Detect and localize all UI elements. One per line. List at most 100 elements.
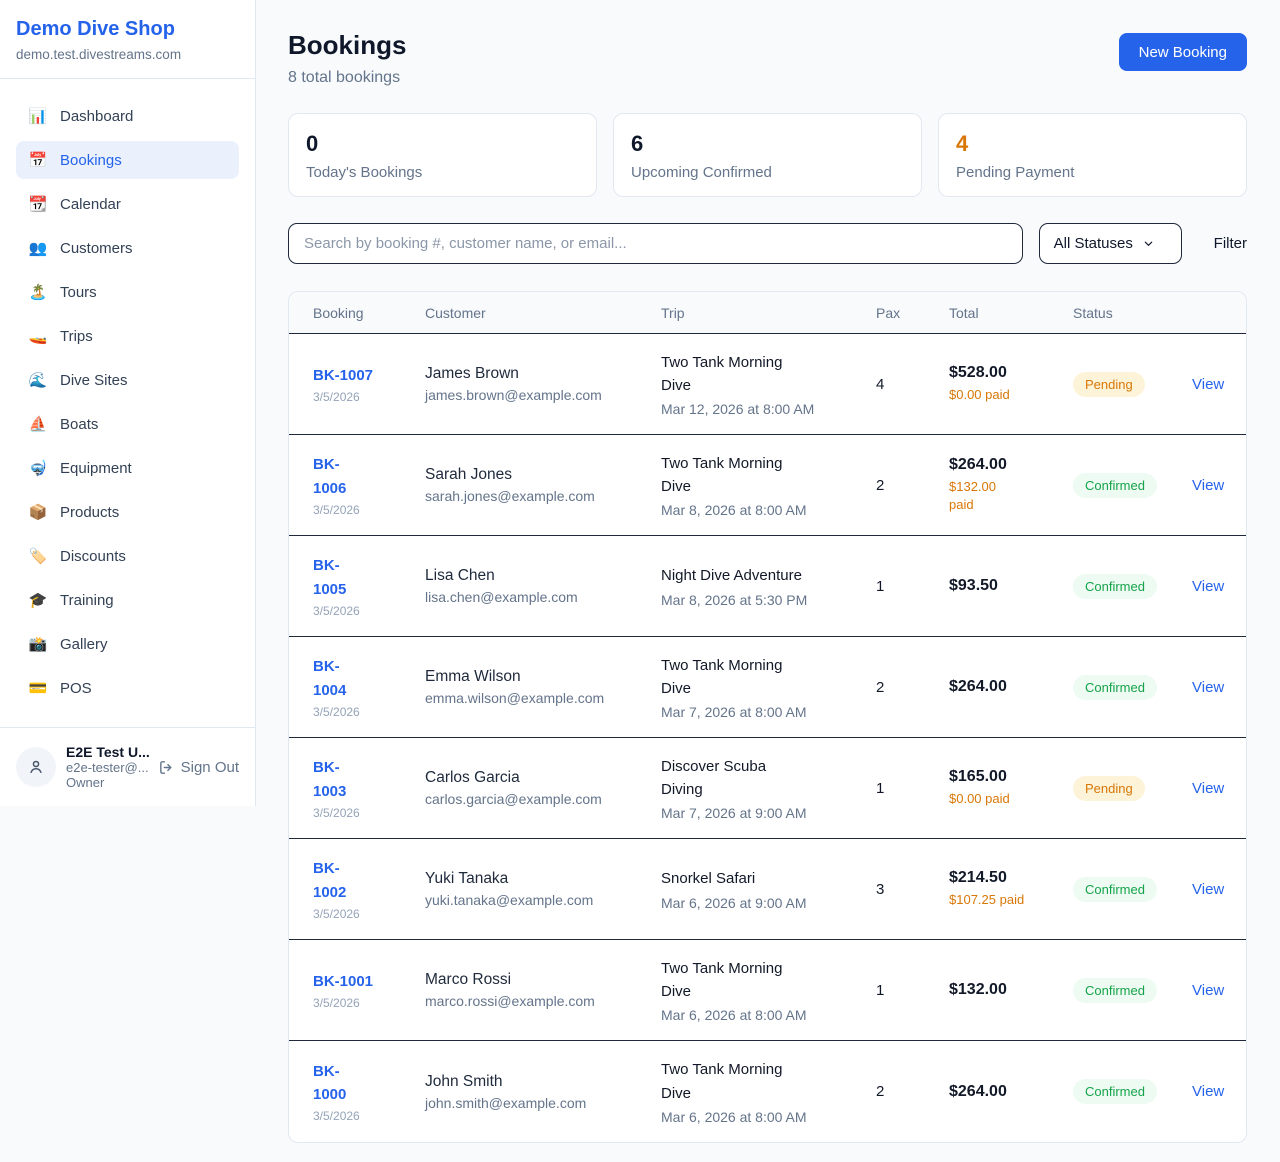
filter-bar: All Statuses Filter xyxy=(288,223,1247,264)
sidebar-item-equipment[interactable]: 🤿 Equipment xyxy=(16,449,239,487)
booking-number-link[interactable]: BK- 1002 xyxy=(313,860,347,901)
tear-off-calendar-icon: 📆 xyxy=(28,196,48,213)
total-amount: $264.00 xyxy=(949,678,1007,695)
trip-name: Two Tank Morning Dive xyxy=(661,454,783,495)
avatar xyxy=(16,747,56,787)
camera-flash-icon: 📸 xyxy=(28,636,48,653)
view-link[interactable]: View xyxy=(1192,1083,1225,1100)
pax-count: 1 xyxy=(876,577,885,595)
trip-name: Two Tank Morning Dive xyxy=(661,959,783,1000)
booking-number-link[interactable]: BK- 1000 xyxy=(313,1062,347,1103)
col-total: Total xyxy=(949,304,979,321)
sidebar-item-pos[interactable]: 💳 POS xyxy=(16,669,239,707)
view-link[interactable]: View xyxy=(1192,375,1225,393)
stat-label: Today's Bookings xyxy=(306,164,423,181)
customer-name: Carlos Garcia xyxy=(425,769,520,786)
status-badge: Confirmed xyxy=(1073,674,1157,700)
trip-name: Snorkel Safari xyxy=(661,870,756,888)
sidebar-item-dive-sites[interactable]: 🌊 Dive Sites xyxy=(16,361,239,399)
trip-datetime: Mar 8, 2026 at 8:00 AM xyxy=(661,502,807,519)
stat-pending-payment: 4 Pending Payment xyxy=(938,113,1247,197)
customer-email: marco.rossi@example.com xyxy=(425,993,595,1009)
pax-count: 4 xyxy=(876,375,885,393)
customer-email: carlos.garcia@example.com xyxy=(425,791,602,807)
stat-value: 0 xyxy=(306,131,319,156)
sign-out-button[interactable]: Sign Out xyxy=(158,759,239,776)
booking-number-link[interactable]: BK- 1006 xyxy=(313,456,347,497)
customer-email: emma.wilson@example.com xyxy=(425,690,605,706)
booking-date: 3/5/2026 xyxy=(313,502,360,517)
stats-row: 0 Today's Bookings 6 Upcoming Confirmed … xyxy=(288,113,1247,197)
sidebar-item-training[interactable]: 🎓 Training xyxy=(16,581,239,619)
filter-button[interactable]: Filter xyxy=(1213,235,1247,252)
view-link[interactable]: View xyxy=(1192,476,1225,494)
wave-icon: 🌊 xyxy=(28,372,48,389)
user-email: e2e-tester@... xyxy=(66,760,149,775)
paid-amount: $0.00 paid xyxy=(949,790,1010,806)
view-link[interactable]: View xyxy=(1192,779,1225,797)
customer-name: John Smith xyxy=(425,1072,503,1090)
booking-number-link[interactable]: BK- 1003 xyxy=(313,759,347,800)
col-customer: Customer xyxy=(425,304,486,321)
status-badge: Confirmed xyxy=(1073,472,1157,498)
customer-name: Yuki Tanaka xyxy=(425,870,509,887)
brand-name[interactable]: Demo Dive Shop xyxy=(16,18,175,40)
calendar-icon: 📅 xyxy=(28,152,48,169)
sidebar-item-discounts[interactable]: 🏷️ Discounts xyxy=(16,537,239,575)
sidebar-item-label: POS xyxy=(60,679,92,697)
pax-count: 2 xyxy=(876,678,885,696)
stat-label: Upcoming Confirmed xyxy=(631,164,772,181)
paid-amount: $0.00 paid xyxy=(949,386,1010,402)
booking-date: 3/5/2026 xyxy=(313,704,360,719)
stat-value: 4 xyxy=(956,131,969,156)
trip-name: Two Tank Morning Dive xyxy=(661,656,783,697)
customer-name: Lisa Chen xyxy=(425,567,495,584)
diving-mask-icon: 🤿 xyxy=(28,460,48,477)
sidebar-item-calendar[interactable]: 📆 Calendar xyxy=(16,185,239,223)
table-row: BK- 1006 3/5/2026 Sarah Jones sarah.jone… xyxy=(289,435,1246,536)
people-icon: 👥 xyxy=(28,240,48,257)
sidebar-item-tours[interactable]: 🏝️ Tours xyxy=(16,273,239,311)
sidebar-item-boats[interactable]: ⛵ Boats xyxy=(16,405,239,443)
user-name: E2E Test U... xyxy=(66,744,150,760)
search-input[interactable] xyxy=(288,223,1023,264)
trip-name: Discover Scuba Diving xyxy=(661,757,767,798)
booking-number-link[interactable]: BK- 1004 xyxy=(313,658,347,699)
sidebar-item-label: Dive Sites xyxy=(60,371,128,389)
booking-date: 3/5/2026 xyxy=(313,1109,360,1124)
view-link[interactable]: View xyxy=(1192,880,1225,898)
trip-datetime: Mar 7, 2026 at 9:00 AM xyxy=(661,805,807,822)
view-link[interactable]: View xyxy=(1192,981,1225,999)
sidebar-item-trips[interactable]: 🚤 Trips xyxy=(16,317,239,355)
graduation-cap-icon: 🎓 xyxy=(28,592,48,609)
sidebar-item-customers[interactable]: 👥 Customers xyxy=(16,229,239,267)
booking-date: 3/5/2026 xyxy=(313,805,360,820)
view-link[interactable]: View xyxy=(1192,577,1225,595)
table-row: BK-1007 3/5/2026 James Brown james.brown… xyxy=(289,334,1246,435)
sidebar-item-label: Training xyxy=(60,591,114,609)
user-panel: E2E Test U... e2e-tester@... Owner Sign … xyxy=(0,727,255,806)
booking-number-link[interactable]: BK-1007 xyxy=(313,366,374,384)
table-row: BK- 1002 3/5/2026 Yuki Tanaka yuki.tanak… xyxy=(289,839,1246,940)
customer-email: james.brown@example.com xyxy=(425,387,602,403)
stat-todays-bookings: 0 Today's Bookings xyxy=(288,113,597,197)
sidebar-item-label: Gallery xyxy=(60,635,108,653)
booking-number-link[interactable]: BK- 1005 xyxy=(313,557,347,598)
status-filter-select[interactable]: All Statuses xyxy=(1038,223,1182,264)
pax-count: 1 xyxy=(876,981,885,999)
total-amount: $132.00 xyxy=(949,981,1007,998)
sidebar-item-dashboard[interactable]: 📊 Dashboard xyxy=(16,97,239,135)
booking-date: 3/5/2026 xyxy=(313,996,360,1011)
table-row: BK-1001 3/5/2026 Marco Rossi marco.rossi… xyxy=(289,940,1246,1041)
sidebar-item-label: Products xyxy=(60,503,120,521)
table-row: BK- 1005 3/5/2026 Lisa Chen lisa.chen@ex… xyxy=(289,536,1246,637)
page-title: Bookings xyxy=(288,30,407,60)
trip-datetime: Mar 12, 2026 at 8:00 AM xyxy=(661,401,815,418)
sidebar-item-products[interactable]: 📦 Products xyxy=(16,493,239,531)
sidebar-item-bookings[interactable]: 📅 Bookings xyxy=(16,141,239,179)
sidebar-item-gallery[interactable]: 📸 Gallery xyxy=(16,625,239,663)
total-amount: $93.50 xyxy=(949,577,998,594)
booking-number-link[interactable]: BK-1001 xyxy=(313,972,374,990)
new-booking-button[interactable]: New Booking xyxy=(1118,33,1247,71)
view-link[interactable]: View xyxy=(1192,678,1225,696)
